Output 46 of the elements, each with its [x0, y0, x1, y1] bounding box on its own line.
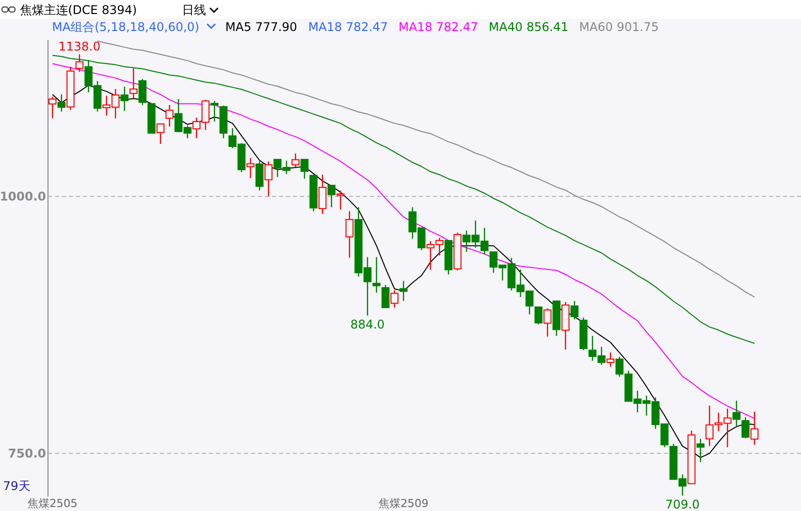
candlestick: [166, 104, 174, 128]
candlestick: [696, 438, 704, 463]
legend-title: MA组合(5,18,18,40,60,0): [52, 20, 200, 34]
candlestick: [58, 94, 66, 112]
candlestick: [742, 416, 750, 439]
candlestick: [264, 160, 272, 197]
candlestick: [346, 210, 354, 258]
annotation: 884.0: [350, 318, 385, 332]
candlestick: [750, 411, 758, 446]
candlestick: [390, 290, 398, 308]
chart-title: 焦煤主连(DCE 8394): [20, 3, 137, 17]
y-tick-label: 750.0: [8, 446, 46, 460]
legend-label: MA18 782.47: [308, 20, 388, 34]
y-tick-label: 1000.0: [0, 189, 46, 204]
candlestick: [48, 96, 56, 119]
candlestick: [156, 123, 164, 144]
candlestick: [318, 174, 326, 215]
candlestick: [138, 78, 146, 106]
candlestick: [246, 157, 254, 179]
candlestick: [300, 158, 308, 180]
chart-subtitle: 日线: [182, 3, 206, 17]
text: MA18 782.47: [398, 20, 478, 34]
candlestick: [76, 54, 84, 72]
candlestick: [400, 280, 408, 302]
candlestick: [544, 308, 552, 338]
annotation: 1138.0: [58, 39, 100, 54]
candlestick: [372, 256, 380, 294]
candlestick: [732, 400, 740, 426]
text: MA60 901.75: [579, 20, 659, 34]
candlestick: [534, 306, 542, 325]
candlestick: [606, 352, 614, 368]
candlestick: [570, 300, 578, 320]
candlestick: [336, 190, 344, 210]
candlestick: [120, 86, 128, 112]
candlestick: [210, 100, 218, 122]
candlestick: [256, 160, 264, 191]
text: MA40 856.41: [488, 20, 568, 34]
candlestick: [130, 68, 138, 99]
x-tick-label: 焦煤2509: [378, 497, 428, 510]
candlestick: [382, 284, 390, 308]
line-series: [52, 54, 755, 344]
text: 79天: [3, 479, 30, 493]
annotation: 709.0: [665, 498, 700, 511]
candlestick: [328, 184, 336, 208]
text: MA5 777.90: [225, 20, 298, 34]
candlestick: [292, 152, 300, 168]
